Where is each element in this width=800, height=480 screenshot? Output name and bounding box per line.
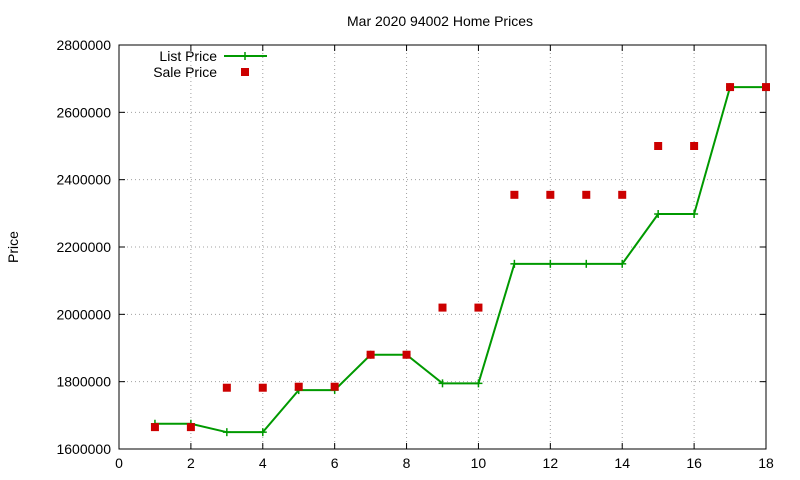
x-tick-label: 14 (614, 455, 630, 471)
list-price-point (510, 259, 519, 268)
sale-price-point (258, 383, 267, 392)
list-price-point (474, 379, 483, 388)
sale-price-point (510, 190, 519, 199)
list-price-point (222, 428, 231, 437)
ticks: 0 2 4 6 8 10 12 14 16 18 1600000 1800000 2000000 2200… (56, 37, 774, 471)
x-tick-label: 18 (758, 455, 774, 471)
list-price-point (618, 259, 627, 268)
series (150, 83, 770, 437)
x-tick-label: 10 (471, 455, 487, 471)
y-tick-label: 2600000 (56, 104, 111, 120)
x-tick-label: 4 (259, 455, 267, 471)
sale-price-point (726, 83, 735, 92)
x-tick-label: 8 (403, 455, 411, 471)
legend-square-swatch (241, 68, 249, 76)
list-price-point (438, 379, 447, 388)
plot-frame (118, 44, 767, 450)
list-price-point (690, 210, 699, 219)
legend-plus-swatch (241, 52, 249, 60)
y-axis-label: Price (5, 231, 21, 263)
sale-price-point (366, 350, 375, 359)
x-tick-label: 0 (115, 455, 123, 471)
y-tick-label: 1600000 (56, 441, 111, 457)
sale-price-point (294, 382, 303, 391)
sale-price-point (582, 190, 591, 199)
y-tick-label: 2400000 (56, 172, 111, 188)
list-price-point (582, 259, 591, 268)
y-tick-label: 2000000 (56, 306, 111, 322)
sale-price-point (690, 142, 699, 150)
legend-label: List Price (159, 48, 217, 64)
sale-price-point (222, 383, 231, 392)
grid (119, 45, 766, 449)
x-tick-label: 12 (543, 455, 559, 471)
sale-price-point (654, 142, 663, 150)
legend-label: Sale Price (153, 64, 217, 80)
sale-price-point (474, 303, 483, 312)
x-tick-label: 6 (331, 455, 339, 471)
y-tick-label: 2200000 (56, 239, 111, 255)
list-price-point (546, 259, 555, 268)
y-tick-label: 1800000 (56, 374, 111, 390)
sale-price-point (186, 423, 195, 432)
list-price-point (654, 210, 663, 219)
sale-price-point (438, 303, 447, 312)
sale-price-point (618, 190, 627, 199)
sale-price-point (402, 350, 411, 359)
sale-price-point (150, 423, 159, 432)
chart-title: Mar 2020 94002 Home Prices (347, 13, 533, 29)
x-tick-label: 2 (187, 455, 195, 471)
x-tick-label: 16 (686, 455, 702, 471)
list-price-line (154, 86, 766, 434)
sale-price-point (330, 382, 339, 391)
y-tick-label: 2800000 (56, 37, 111, 53)
axes (118, 44, 767, 450)
sale-price-point (546, 190, 555, 199)
sale-price-point (762, 83, 770, 92)
list-price-point (258, 428, 267, 437)
